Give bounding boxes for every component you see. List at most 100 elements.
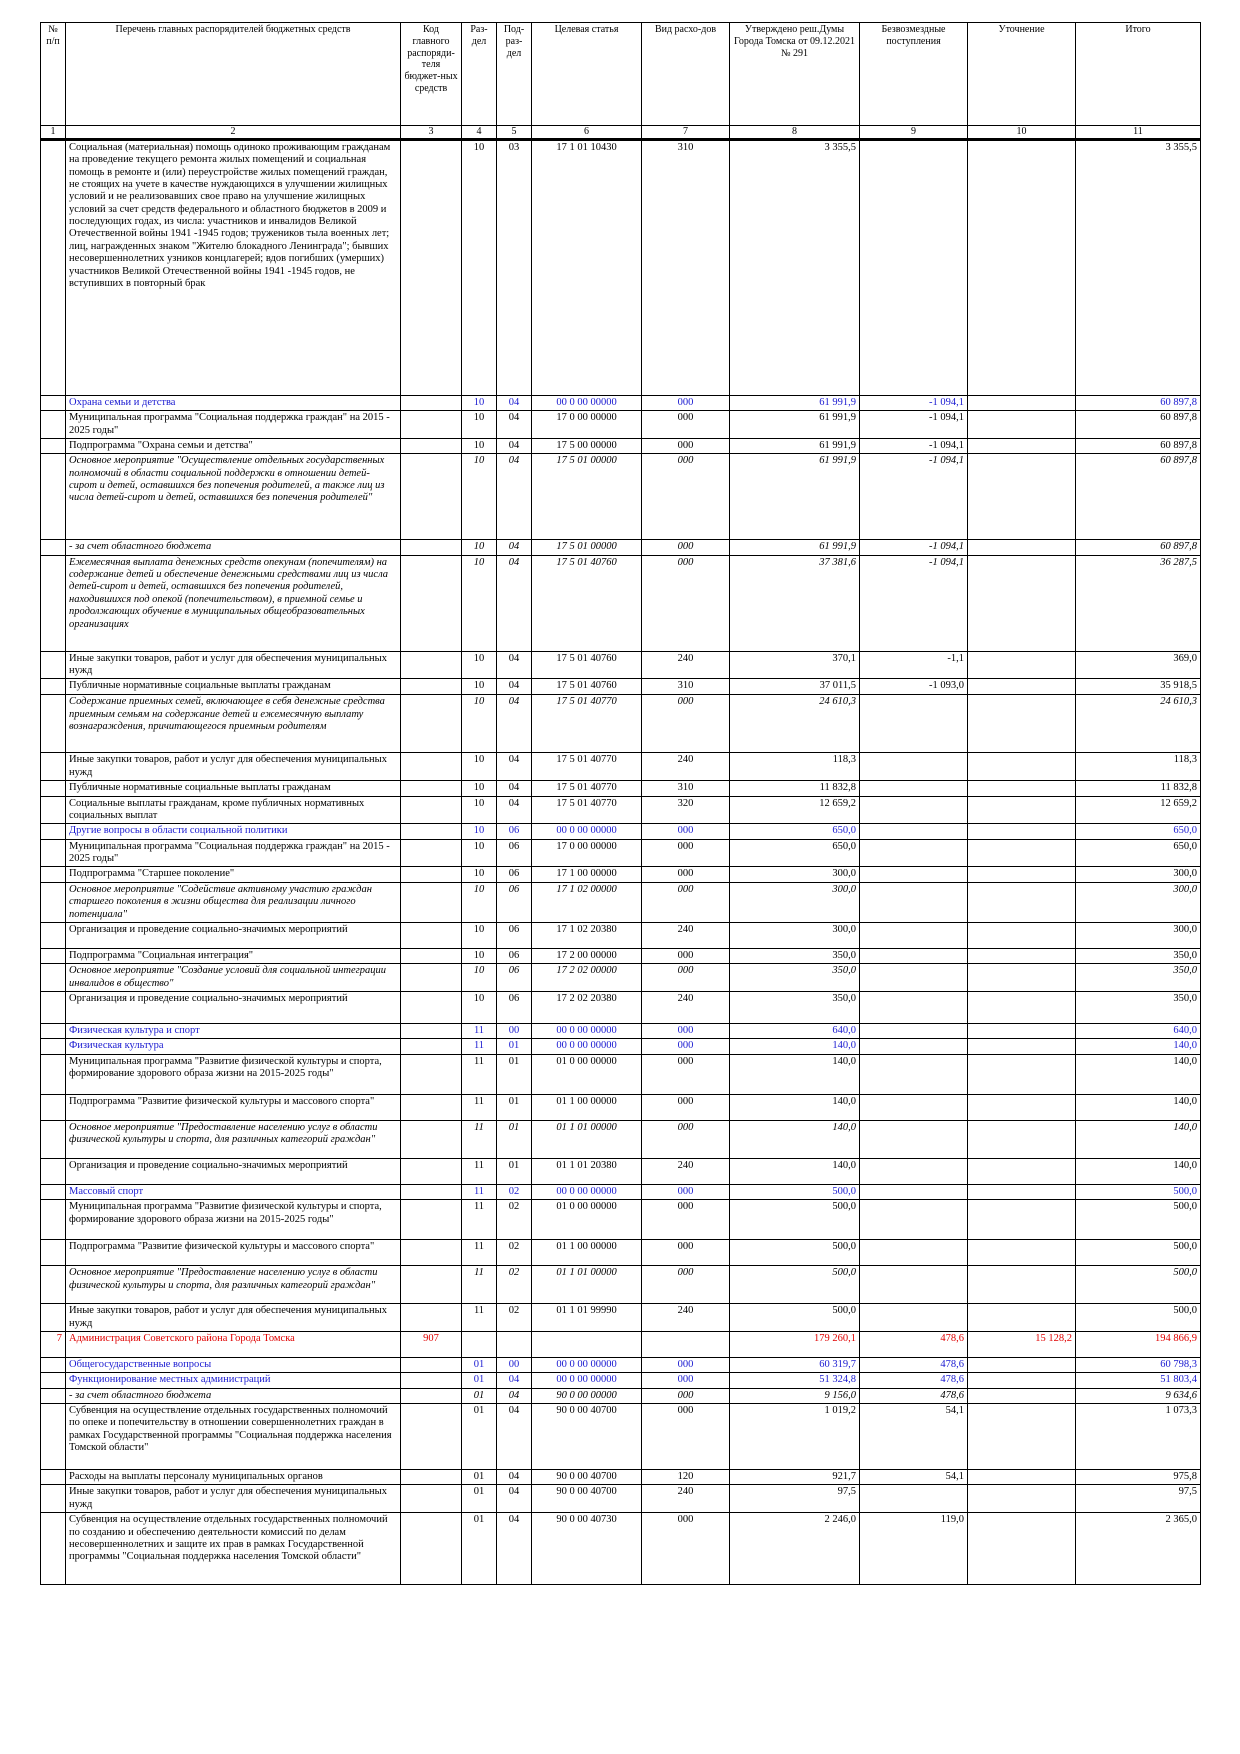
row-target: 01 1 01 20380 (531, 1157, 642, 1185)
table-row: Функционирование местных администраций 01… (40, 1372, 1201, 1389)
row-number (40, 554, 66, 652)
row-target: 17 5 01 40760 (531, 678, 642, 696)
row-free (859, 1023, 968, 1040)
header-cell-total: Итого (1075, 22, 1201, 126)
row-approved: 37 011,5 (729, 678, 860, 696)
row-total: 60 897,8 (1075, 394, 1201, 412)
row-approved: 37 381,6 (729, 554, 860, 652)
row-refine (967, 1053, 1076, 1095)
row-code (400, 921, 462, 949)
row-number (40, 539, 66, 556)
row-number (40, 1239, 66, 1267)
row-approved: 500,0 (729, 1303, 860, 1332)
row-vid: 000 (641, 437, 730, 455)
row-razdel: 10 (461, 554, 497, 652)
col-number: 5 (496, 125, 532, 141)
row-target: 17 5 01 40770 (531, 694, 642, 754)
header-cell-vid: Вид расхо-дов (641, 22, 730, 126)
row-code (400, 752, 462, 782)
row-free: -1 094,1 (859, 437, 968, 455)
row-number (40, 1053, 66, 1095)
row-podrazdel: 04 (496, 1403, 532, 1471)
row-podrazdel: 04 (496, 1372, 532, 1389)
row-target: 17 1 00 00000 (531, 866, 642, 883)
row-refine (967, 823, 1076, 840)
row-code (400, 650, 462, 680)
row-target: 01 1 01 00000 (531, 1265, 642, 1305)
row-total: 60 897,8 (1075, 437, 1201, 455)
row-total: 35 918,5 (1075, 678, 1201, 696)
header-cell-name: Перечень главных распорядителей бюджетны… (65, 22, 401, 126)
row-number (40, 694, 66, 754)
row-podrazdel: 04 (496, 453, 532, 541)
row-razdel: 10 (461, 866, 497, 883)
row-number (40, 947, 66, 965)
row-refine (967, 1387, 1076, 1405)
row-code (400, 866, 462, 883)
row-target: 17 2 00 00000 (531, 947, 642, 965)
row-code (400, 991, 462, 1025)
row-total: 300,0 (1075, 881, 1201, 923)
row-podrazdel: 01 (496, 1119, 532, 1159)
table-row: Ежемесячная выплата денежных средств опе… (40, 554, 1201, 652)
row-podrazdel: 01 (496, 1038, 532, 1055)
row-approved: 61 991,9 (729, 539, 860, 556)
row-refine (967, 795, 1076, 825)
row-razdel: 01 (461, 1484, 497, 1514)
row-number (40, 437, 66, 455)
row-free: 119,0 (859, 1512, 968, 1586)
row-refine (967, 1093, 1076, 1121)
row-refine (967, 410, 1076, 439)
row-number (40, 1303, 66, 1332)
col-number: 11 (1075, 125, 1201, 141)
row-razdel: 10 (461, 838, 497, 868)
row-number (40, 1199, 66, 1241)
row-approved: 140,0 (729, 1157, 860, 1185)
row-vid: 000 (641, 1239, 730, 1267)
row-vid: 000 (641, 963, 730, 993)
row-target: 17 0 00 00000 (531, 838, 642, 868)
row-code (400, 554, 462, 652)
row-refine (967, 780, 1076, 797)
row-podrazdel: 01 (496, 1053, 532, 1095)
row-code (400, 1387, 462, 1405)
row-approved: 140,0 (729, 1119, 860, 1159)
row-approved: 300,0 (729, 921, 860, 949)
row-name: Подпрограмма "Старшее поколение" (65, 866, 401, 883)
row-target: 90 0 00 00000 (531, 1387, 642, 1405)
row-razdel: 10 (461, 539, 497, 556)
row-code (400, 881, 462, 923)
row-approved: 640,0 (729, 1023, 860, 1040)
row-name: Муниципальная программа "Социальная подд… (65, 410, 401, 439)
row-podrazdel: 04 (496, 539, 532, 556)
row-free (859, 866, 968, 883)
row-total: 350,0 (1075, 963, 1201, 993)
row-podrazdel: 04 (496, 1469, 532, 1486)
row-free (859, 1053, 968, 1095)
row-target: 17 1 02 20380 (531, 921, 642, 949)
row-target: 01 0 00 00000 (531, 1199, 642, 1241)
row-vid: 240 (641, 752, 730, 782)
col-number: 7 (641, 125, 730, 141)
row-free: 54,1 (859, 1469, 968, 1486)
row-podrazdel: 06 (496, 823, 532, 840)
row-refine (967, 947, 1076, 965)
table-row: Подпрограмма "Развитие физической культу… (40, 1239, 1201, 1267)
row-code (400, 1356, 462, 1374)
row-name: Другие вопросы в области социальной поли… (65, 823, 401, 840)
row-razdel: 10 (461, 823, 497, 840)
row-number (40, 823, 66, 840)
row-target: 17 5 01 40760 (531, 554, 642, 652)
row-vid: 000 (641, 394, 730, 412)
row-name: Социальные выплаты гражданам, кроме публ… (65, 795, 401, 825)
row-razdel: 10 (461, 881, 497, 923)
row-number (40, 1387, 66, 1405)
row-total: 11 832,8 (1075, 780, 1201, 797)
row-approved: 2 246,0 (729, 1512, 860, 1586)
row-target: 00 0 00 00000 (531, 1038, 642, 1055)
row-razdel: 10 (461, 394, 497, 412)
row-refine (967, 752, 1076, 782)
row-razdel: 10 (461, 453, 497, 541)
table-row: Основное мероприятие "Предоставление нас… (40, 1119, 1201, 1159)
row-vid: 000 (641, 866, 730, 883)
